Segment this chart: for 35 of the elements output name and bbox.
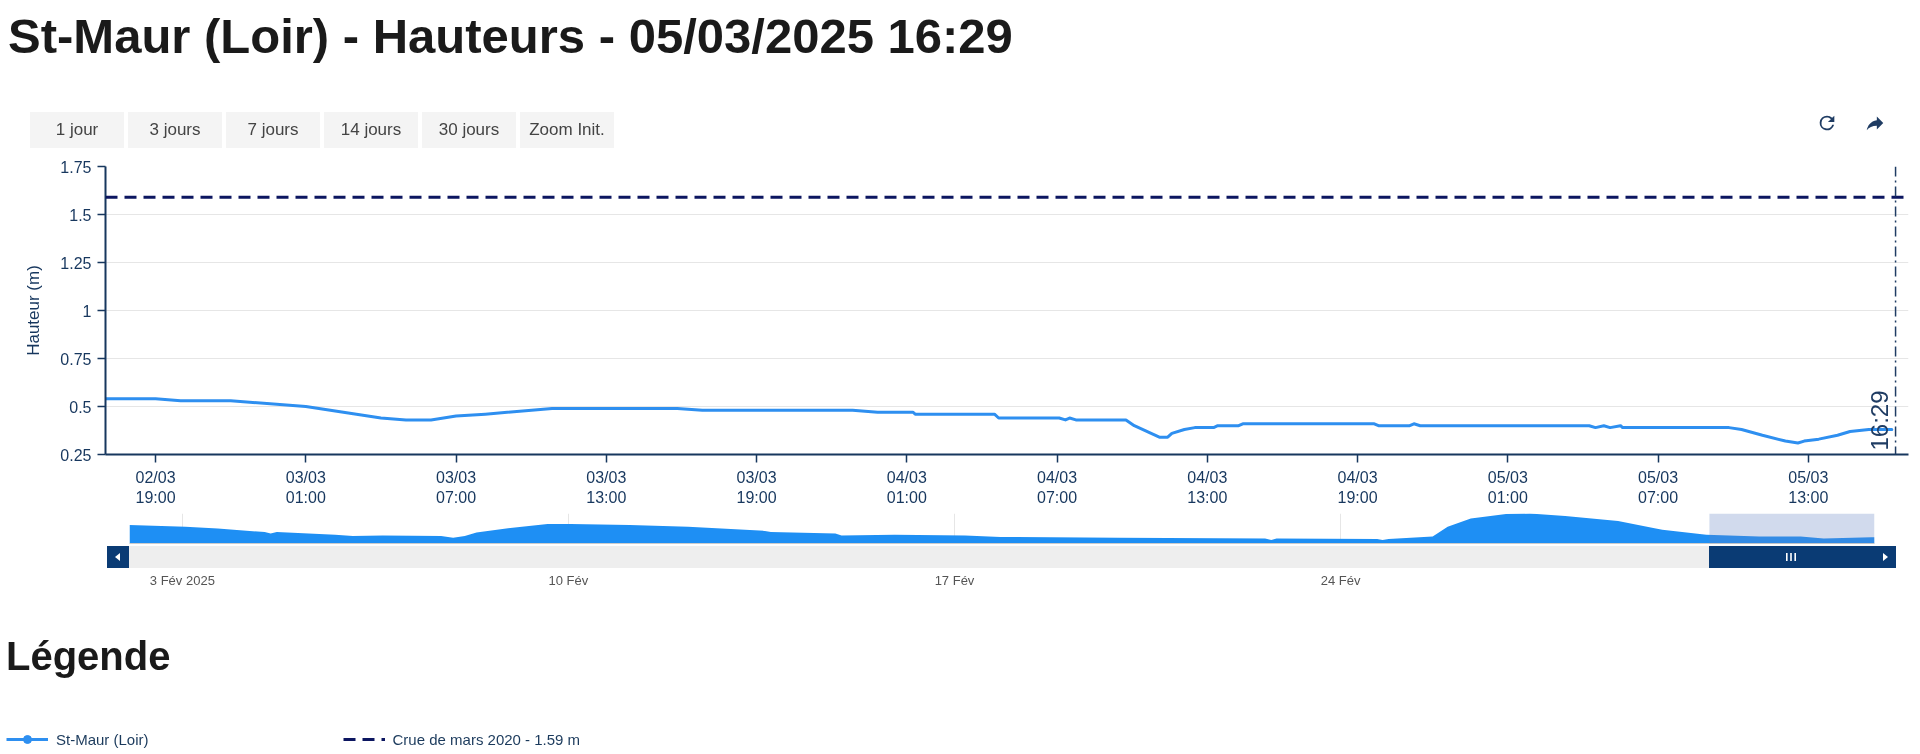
x-tick-label: 04/03 19:00 [1337, 468, 1378, 506]
text: 30 jours [438, 119, 500, 141]
x-tick-label: 03/03 01:00 [285, 468, 326, 506]
x-tick-label: 03/03 13:00 [586, 468, 627, 506]
text: Zoom Init. [529, 119, 605, 141]
x-tick-label: 05/03 01:00 [1487, 468, 1528, 506]
y-tick-label: 0.75 [60, 350, 92, 368]
y-tick-label: 1.5 [69, 206, 92, 224]
x-tick-label: 05/03 07:00 [1638, 468, 1679, 506]
y-axis-title: Hauteur (m) [24, 265, 44, 356]
x-tick-label: 10 Fév [548, 572, 589, 588]
y-tick-label: 1.75 [60, 158, 92, 176]
x-tick-label: 3 Fév 2025 [149, 572, 215, 588]
y-tick-label: 1.25 [60, 254, 92, 272]
y-tick-label: 1 [82, 302, 92, 320]
x-tick-label: 03/03 19:00 [736, 468, 777, 506]
ref-line-label: 16:29 [1865, 390, 1893, 451]
text: 1 jour [55, 119, 99, 141]
text: 14 jours [340, 119, 402, 141]
x-tick-label: 04/03 01:00 [886, 468, 927, 506]
x-tick-label: 02/03 19:00 [135, 468, 176, 506]
legend-label: Crue de mars 2020 - 1.59 m [392, 729, 581, 749]
chart-title: St-Maur (Loir) - Hauteurs - 05/03/2025 16:29 [8, 8, 1013, 64]
x-tick-label: 17 Fév [934, 572, 975, 588]
x-tick-label: 03/03 07:00 [436, 468, 477, 506]
legend-label: St-Maur (Loir) [56, 729, 149, 749]
y-tick-label: 0.5 [69, 398, 92, 416]
text: 7 jours [247, 119, 299, 141]
legend-title: Légende [6, 634, 172, 679]
x-tick-label: 24 Fév [1320, 572, 1361, 588]
y-tick-label: 0.25 [60, 446, 92, 464]
x-tick-label: 05/03 13:00 [1788, 468, 1829, 506]
x-tick-label: 04/03 07:00 [1037, 468, 1078, 506]
text: 3 jours [149, 119, 201, 141]
x-tick-label: 04/03 13:00 [1187, 468, 1228, 506]
